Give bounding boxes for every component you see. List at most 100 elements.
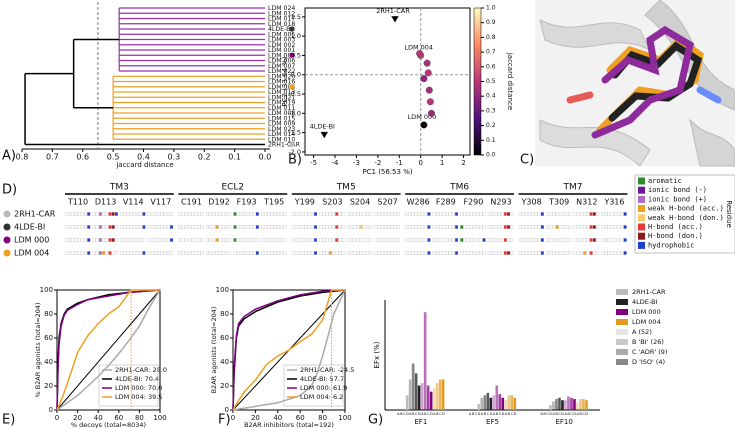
empty-cell [153,225,158,229]
legend-label: aromatic [648,177,682,185]
empty-cell [291,251,295,255]
empty-cell [283,238,287,242]
empty-cell [353,225,357,229]
empty-cell [466,225,470,229]
empty-cell [166,212,170,216]
interaction-cell [589,238,593,242]
residue-label: D113 [95,198,116,207]
empty-cell [555,238,559,242]
empty-cell [129,225,133,229]
empty-cell [126,212,130,216]
subset-letter: A [397,412,400,416]
subset-letter: D [573,412,576,416]
empty-cell [601,225,605,229]
empty-cell [166,238,170,242]
empty-cell [190,238,195,242]
empty-cell [432,225,436,229]
subset-letter: C [427,412,430,416]
colorbar-tick-label: 0.5 [486,78,496,85]
y-tick-label: 20 [220,382,229,390]
empty-cell [239,212,243,216]
leaf-label: LDM 019 [268,100,295,107]
empty-cell [277,225,281,229]
empty-cell [294,238,298,242]
empty-cell [607,238,611,242]
empty-cell [432,212,436,216]
empty-cell [500,212,504,216]
empty-cell [573,251,577,255]
interaction-cell [233,212,237,216]
interaction-cell [108,212,112,216]
point-label: LDM 000 [408,113,437,121]
empty-cell [524,251,528,255]
subset-letter: C [415,412,418,416]
empty-cell [601,251,605,255]
colorbar-label: jaccard distance [506,52,514,110]
empty-cell [139,251,143,255]
interaction-cell [541,238,544,242]
interaction-cell [170,238,173,242]
x-axis-label: B2AR inhibitors (total=192) [244,421,334,428]
bar [552,401,555,410]
empty-cell [157,251,161,255]
empty-cell [178,225,182,229]
empty-cell [304,212,308,216]
empty-cell [528,212,532,216]
empty-cell [497,238,501,242]
empty-cell [487,238,491,242]
empty-cell [304,251,308,255]
empty-cell [463,251,467,255]
empty-cell [369,225,373,229]
roc-line [56,289,161,411]
empty-cell [194,251,198,255]
empty-cell [604,238,608,242]
subset-letter: C [439,412,442,416]
x-tick-label: 0.6 [76,153,89,162]
empty-cell [242,238,247,242]
colorbar-tick-label: 0.3 [486,107,496,114]
empty-cell [497,212,501,216]
subset-letter: A [505,412,508,416]
empty-cell [212,238,216,242]
empty-cell [442,212,446,216]
empty-cell [359,212,363,216]
empty-cell [346,251,350,255]
empty-cell [212,225,216,229]
empty-cell [242,212,247,216]
leaf-marker [289,84,295,90]
interaction-cell [427,238,431,242]
empty-cell [487,225,491,229]
empty-cell [537,238,541,242]
subset-letter: A [552,412,555,416]
interaction-cell [233,225,237,229]
empty-cell [510,238,514,242]
residue-label: S207 [377,198,397,207]
empty-cell [510,251,514,255]
empty-cell [236,238,240,242]
empty-cell [215,212,219,216]
empty-cell [119,212,124,216]
empty-cell [432,238,436,242]
empty-cell [280,225,284,229]
empty-cell [236,251,240,255]
empty-cell [163,238,167,242]
empty-cell [393,238,397,242]
empty-cell [132,251,136,255]
panel-label: C) [520,153,534,168]
point [426,98,434,106]
empty-cell [114,238,118,242]
leaf-label: LDM 022 [268,68,295,75]
empty-cell [518,238,522,242]
empty-cell [129,251,133,255]
point [416,50,424,58]
empty-cell [338,251,342,255]
subset-letter: D [514,412,517,416]
subset-letter: A [421,412,424,416]
empty-cell [119,251,124,255]
empty-cell [267,212,271,216]
empty-cell [445,251,449,255]
empty-cell [614,251,618,255]
empty-cell [473,238,477,242]
empty-cell [153,251,158,255]
empty-cell [568,212,572,216]
